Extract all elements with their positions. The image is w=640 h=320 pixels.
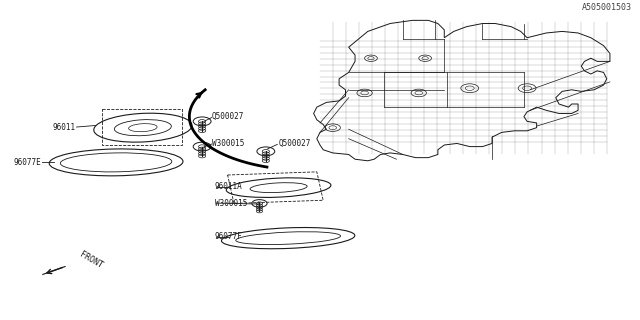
Text: W300015: W300015 [215,199,247,208]
Text: 96077F: 96077F [215,232,243,241]
Text: 96011A: 96011A [215,181,243,190]
Text: 96077E: 96077E [13,158,41,167]
Text: Q500027: Q500027 [278,139,311,148]
Text: FRONT: FRONT [78,250,104,270]
Text: 96011: 96011 [53,123,76,132]
Text: A505001503: A505001503 [582,4,632,12]
Text: Q500027: Q500027 [212,112,244,121]
Text: W300015: W300015 [212,139,244,148]
Bar [102,109,182,145]
